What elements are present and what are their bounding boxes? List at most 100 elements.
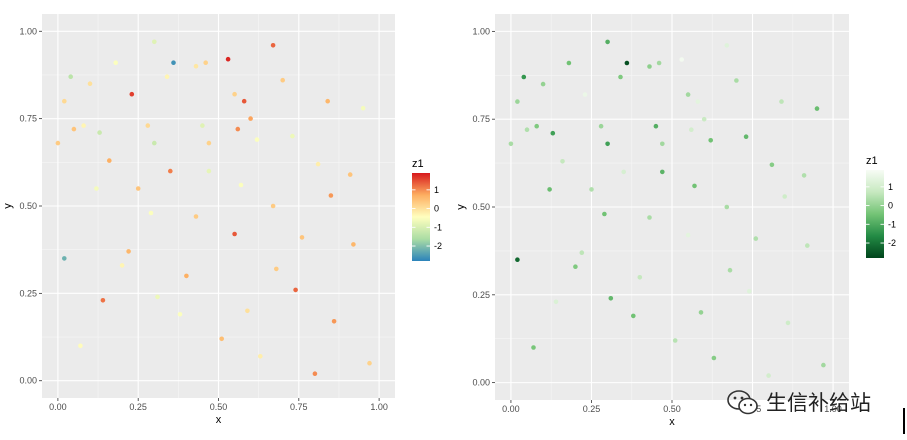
data-point xyxy=(315,161,321,167)
x-axis-title: x xyxy=(216,414,222,426)
data-point xyxy=(232,91,237,97)
data-point xyxy=(206,168,212,174)
y-tick-label: 0.00 xyxy=(472,378,490,388)
data-point xyxy=(621,169,626,175)
data-point xyxy=(331,319,337,324)
data-point xyxy=(515,257,520,263)
chart-1: 0.00 0.25 0.50 0.75 1.00 0.00 0.25 0.50 0.75 1.00… xyxy=(2,14,442,426)
x-tick-label: 0.00 xyxy=(49,402,67,412)
y-tick-label: 0.50 xyxy=(472,202,490,212)
data-point xyxy=(605,39,610,45)
y-tick-label: 1.00 xyxy=(472,26,490,36)
x-tick-label: 1.00 xyxy=(824,404,842,414)
y-tick-label: 0.00 xyxy=(19,376,37,386)
data-point xyxy=(608,296,614,301)
data-point xyxy=(97,130,102,135)
data-point xyxy=(164,74,170,79)
data-point xyxy=(107,158,112,163)
data-point xyxy=(171,60,176,65)
watermark-text: 生信补给站 xyxy=(766,391,871,415)
data-point xyxy=(145,123,151,128)
data-point xyxy=(55,140,61,146)
x-axis-title: x xyxy=(669,416,675,428)
watermark: 生信补给站 xyxy=(726,384,901,418)
data-point xyxy=(647,215,652,220)
data-point xyxy=(152,140,157,146)
data-point xyxy=(270,43,276,48)
x-tick-label: 0.25 xyxy=(583,404,601,414)
data-point xyxy=(660,169,665,175)
chart-2: 0.000.250.500.751.000.000.250.500.751.00… xyxy=(455,14,896,428)
data-point xyxy=(78,343,83,349)
colorbar xyxy=(412,173,430,261)
legend-label: 0 xyxy=(434,204,439,214)
data-point xyxy=(219,336,224,342)
data-point xyxy=(254,137,260,142)
data-point xyxy=(692,183,697,189)
x-tick-label: 0.50 xyxy=(663,404,681,414)
data-point xyxy=(695,99,701,104)
data-point xyxy=(734,78,739,83)
y-axis-title: y xyxy=(455,204,467,210)
data-point xyxy=(524,127,530,132)
legend: z1 1 0 -1 -2 xyxy=(866,155,896,258)
y-tick-label: 0.75 xyxy=(19,114,37,124)
data-point xyxy=(708,138,713,143)
data-point xyxy=(200,123,205,128)
legend-label: -1 xyxy=(434,222,442,232)
data-point xyxy=(769,162,775,168)
data-point xyxy=(821,362,826,368)
data-point xyxy=(566,60,572,66)
data-point xyxy=(290,133,295,139)
data-point xyxy=(747,289,752,294)
legend-title: z1 xyxy=(866,155,878,167)
data-point xyxy=(660,141,665,147)
data-point xyxy=(579,250,585,255)
legend-label: 1 xyxy=(888,182,893,192)
data-point xyxy=(155,294,160,300)
data-point xyxy=(647,64,652,69)
data-point xyxy=(177,312,183,317)
legend-label: -2 xyxy=(888,238,896,248)
y-tick-label: 0.75 xyxy=(472,114,490,124)
data-point xyxy=(573,264,578,270)
data-point xyxy=(698,310,704,315)
data-point xyxy=(129,91,135,97)
data-point xyxy=(550,130,556,136)
data-point xyxy=(293,287,298,293)
y-tick-label: 1.00 xyxy=(19,26,37,36)
data-point xyxy=(531,345,536,350)
data-point xyxy=(689,127,694,132)
data-point xyxy=(589,187,594,192)
data-point xyxy=(312,371,318,377)
data-point xyxy=(653,123,659,129)
data-point xyxy=(753,236,759,241)
wechat-icon xyxy=(727,390,758,415)
data-point xyxy=(94,186,99,191)
data-point xyxy=(724,204,730,210)
legend-label: -2 xyxy=(434,241,442,251)
data-point xyxy=(602,211,607,217)
data-point xyxy=(328,193,334,198)
data-point xyxy=(785,320,791,326)
data-point xyxy=(241,98,247,104)
y-tick-label: 0.50 xyxy=(19,201,37,211)
data-point xyxy=(299,235,305,240)
data-point xyxy=(232,231,237,237)
data-point xyxy=(225,56,231,62)
data-point xyxy=(814,106,820,111)
data-point xyxy=(113,60,118,65)
data-point xyxy=(238,182,244,188)
data-point xyxy=(631,313,636,319)
legend-label: -1 xyxy=(888,219,896,229)
data-point xyxy=(87,81,93,86)
data-point xyxy=(152,39,157,45)
data-point xyxy=(727,267,733,273)
data-point xyxy=(598,123,604,129)
data-point xyxy=(81,123,86,128)
data-point xyxy=(766,373,771,378)
legend: z1 1 0 -1 -2 xyxy=(412,158,442,261)
data-point xyxy=(724,43,730,48)
data-point xyxy=(679,57,684,62)
